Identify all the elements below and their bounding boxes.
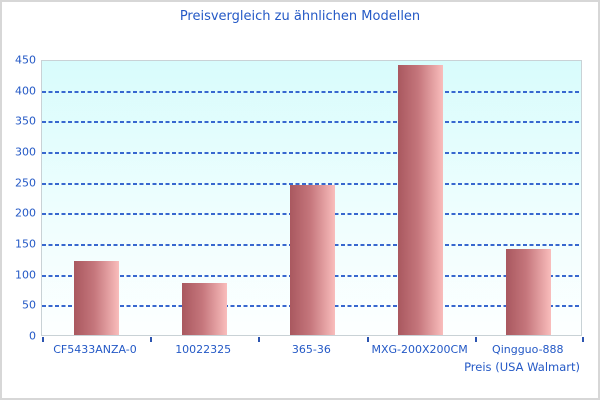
y-tick-label-50: 50 (22, 298, 36, 312)
x-tick-label-365-36: 365-36 (291, 343, 331, 356)
y-tick-label-300: 300 (15, 145, 36, 159)
bar-10022325 (181, 283, 227, 335)
y-axis: 0 50 100 150 200 250 300 350 400 450 (2, 2, 36, 398)
y-tick-label-250: 250 (15, 176, 36, 190)
plot-area (41, 60, 584, 342)
gridline-250 (42, 182, 581, 185)
chart-title: Preisvergleich zu ähnlichen Modellen (179, 9, 421, 24)
y-tick-label-100: 100 (15, 268, 36, 282)
x-axis-tick (582, 337, 584, 342)
x-axis-tick (475, 337, 477, 342)
y-tick-label-450: 450 (15, 53, 36, 67)
x-axis-tick (42, 337, 44, 342)
y-tick-label-0: 0 (29, 329, 36, 343)
y-tick-label-200: 200 (15, 206, 36, 220)
y-tick-label-350: 350 (15, 114, 36, 128)
gridline-400 (42, 90, 581, 93)
y-tick-label-400: 400 (15, 84, 36, 98)
y-tick-label-150: 150 (15, 237, 36, 251)
x-tick-label-MXG-200X200CM: MXG-200X200CM (371, 343, 468, 356)
x-axis-tick (150, 337, 152, 342)
x-axis-tick (258, 337, 260, 342)
x-tick-label-CF5433ANZA-0: CF5433ANZA-0 (53, 343, 137, 356)
bar-MXG-200X200CM (398, 65, 444, 335)
bar-CF5433ANZA-0 (73, 261, 119, 335)
x-axis-title: Preis (USA Walmart) (464, 360, 580, 374)
x-tick-label-Qingguo-888: Qingguo-888 (492, 343, 564, 356)
bar-365-36 (290, 185, 335, 335)
x-axis-tick (367, 337, 369, 342)
gridline-350 (42, 121, 581, 124)
x-tick-label-10022325: 10022325 (175, 343, 232, 356)
gridline-300 (42, 152, 581, 154)
bar-Qingguo-888 (506, 249, 552, 335)
